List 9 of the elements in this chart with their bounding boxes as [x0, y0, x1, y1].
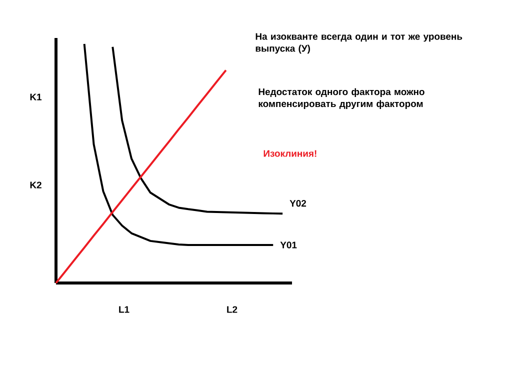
- text: K1: [30, 94, 42, 100]
- text: L2: [227, 306, 238, 313]
- text: K2: [30, 182, 42, 188]
- annotation: На изокванте всегда один и тот же уровень выпуска (У): [256, 33, 462, 54]
- series-label: Y01: [280, 242, 297, 248]
- annotation: Недостаток одного фактора можно компенсировать другим фактором: [258, 88, 424, 109]
- series-label: Y02: [290, 200, 306, 207]
- annotation: Изоклиния!: [264, 150, 316, 157]
- text: L1: [119, 306, 130, 313]
